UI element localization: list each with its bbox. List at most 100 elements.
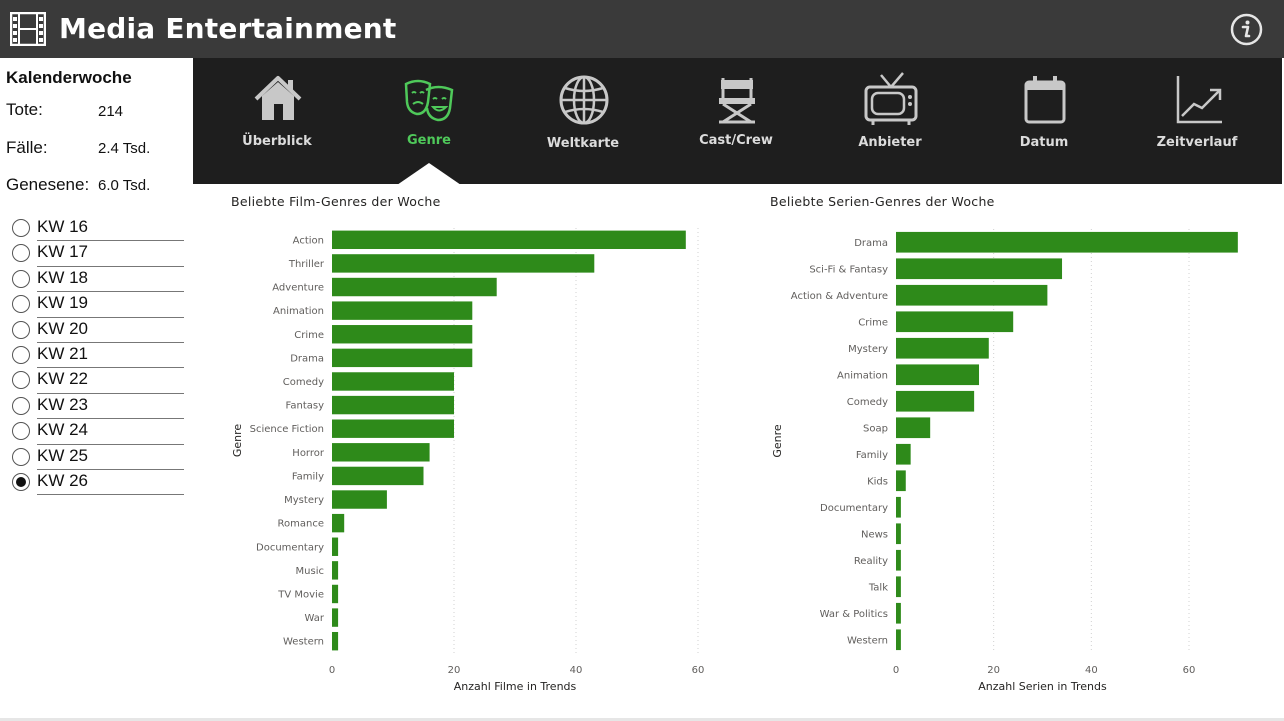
week-option[interactable]: KW 22 <box>12 368 184 394</box>
week-option[interactable]: KW 26 <box>12 470 184 496</box>
category-label: Action & Adventure <box>791 291 888 302</box>
chart-movie-genres-plot: 0 20 40 60 Action Thriller Adventure Animation C… <box>231 228 704 693</box>
category-label: Soap <box>863 423 888 434</box>
week-underline <box>37 392 184 394</box>
bar <box>896 364 980 386</box>
y-axis-title: Genre <box>771 424 784 458</box>
radio-button[interactable] <box>12 447 30 466</box>
film-strip-icon <box>10 12 46 46</box>
week-option[interactable]: KW 18 <box>12 267 184 293</box>
bar <box>896 496 901 518</box>
radio-button[interactable] <box>12 345 30 364</box>
week-underline <box>37 341 184 343</box>
info-icon[interactable] <box>1230 13 1263 46</box>
bar <box>896 417 931 439</box>
week-option[interactable]: KW 17 <box>12 241 184 267</box>
radio-button[interactable] <box>12 422 30 441</box>
nav-item-cast-crew[interactable]: Cast/Crew <box>671 58 801 184</box>
category-label: Family <box>292 471 324 482</box>
chart-movie-genres: Beliebte Film-Genres der Woche 0 20 40 60 Ac… <box>200 186 740 706</box>
week-underline <box>37 367 184 369</box>
nav-label: Weltkarte <box>546 136 620 151</box>
nav-item-genre[interactable]: Genre <box>364 58 494 184</box>
category-label: Crime <box>294 330 324 341</box>
radio-button[interactable] <box>12 396 30 415</box>
week-underline <box>37 468 184 470</box>
week-label: KW 24 <box>37 420 89 440</box>
chart-series-genres: Beliebte Serien-Genres der Woche 0 20 40 60… <box>740 186 1284 706</box>
y-axis-title: Genre <box>231 424 244 458</box>
nav-label: Zeitverlauf <box>1156 135 1238 150</box>
category-label: Drama <box>854 238 888 249</box>
category-label: Talk <box>868 582 888 593</box>
week-option[interactable]: KW 19 <box>12 292 184 318</box>
week-option[interactable]: KW 23 <box>12 394 184 420</box>
nav-item-ueberblick[interactable]: Überblick <box>212 58 342 184</box>
bar <box>332 277 497 297</box>
category-label: Romance <box>278 519 324 530</box>
week-option[interactable]: KW 21 <box>12 343 184 369</box>
category-label: Crime <box>858 317 888 328</box>
chart-title: Beliebte Serien-Genres der Woche <box>770 194 995 209</box>
radio-button[interactable] <box>12 269 30 288</box>
bar <box>896 523 901 545</box>
week-option[interactable]: KW 24 <box>12 419 184 445</box>
week-option[interactable]: KW 16 <box>12 216 184 242</box>
bar <box>332 443 430 462</box>
nav-label: Anbieter <box>858 135 922 150</box>
bar <box>896 602 901 624</box>
category-label: Mystery <box>284 495 324 506</box>
footer-divider <box>0 718 1284 721</box>
category-label: Thriller <box>288 259 325 270</box>
stat-value-cases: 2.4 Tsd. <box>98 140 151 157</box>
x-tick-label: 60 <box>1183 665 1196 676</box>
category-label: Horror <box>292 448 325 459</box>
week-option[interactable]: KW 25 <box>12 445 184 470</box>
category-label: Science Fiction <box>250 424 324 435</box>
bar <box>896 470 906 492</box>
bar <box>332 419 454 438</box>
bar <box>332 631 339 651</box>
bar <box>896 549 901 571</box>
week-underline <box>37 265 184 267</box>
nav-label: Überblick <box>242 134 312 149</box>
x-tick-label: 20 <box>448 665 461 676</box>
radio-button[interactable] <box>12 244 30 263</box>
radio-button[interactable] <box>12 320 30 339</box>
category-label: Western <box>847 635 888 646</box>
bar <box>896 390 975 412</box>
radio-button[interactable] <box>12 472 30 491</box>
x-tick-label: 0 <box>329 665 335 676</box>
category-label: TV Movie <box>277 589 324 600</box>
chart-title: Beliebte Film-Genres der Woche <box>231 194 441 209</box>
nav-item-anbieter[interactable]: Anbieter <box>825 58 955 184</box>
category-label: Family <box>856 450 888 461</box>
category-label: Reality <box>854 556 888 567</box>
bar <box>332 513 345 533</box>
week-underline <box>37 418 184 420</box>
bar <box>332 537 339 556</box>
bar <box>332 584 339 604</box>
nav-item-weltkarte[interactable]: Weltkarte <box>518 58 648 184</box>
radio-button[interactable] <box>12 295 30 314</box>
week-label: KW 16 <box>37 217 89 236</box>
radio-button[interactable] <box>12 371 30 390</box>
bar <box>332 608 339 627</box>
week-label: KW 25 <box>37 445 89 465</box>
sidebar-title: Kalenderwoche <box>6 68 132 87</box>
chart-series-genres-plot: 0 20 40 60 Drama Sci-Fi & Fantasy Action & Adv… <box>771 229 1238 693</box>
category-label: Drama <box>290 353 324 364</box>
bar <box>332 301 473 320</box>
week-option[interactable]: KW 20 <box>12 318 184 343</box>
radio-button[interactable] <box>12 219 30 237</box>
category-label: Documentary <box>256 542 324 553</box>
nav-item-zeitverlauf[interactable]: Zeitverlauf <box>1132 58 1262 184</box>
active-tab-indicator <box>397 163 461 185</box>
category-label: Western <box>283 637 324 648</box>
stat-value-recovered: 6.0 Tsd. <box>98 177 151 194</box>
bar <box>332 230 686 250</box>
nav-item-datum[interactable]: Datum <box>979 58 1109 184</box>
bar <box>332 372 454 391</box>
week-label: KW 23 <box>37 394 89 414</box>
category-label: War <box>305 613 325 624</box>
